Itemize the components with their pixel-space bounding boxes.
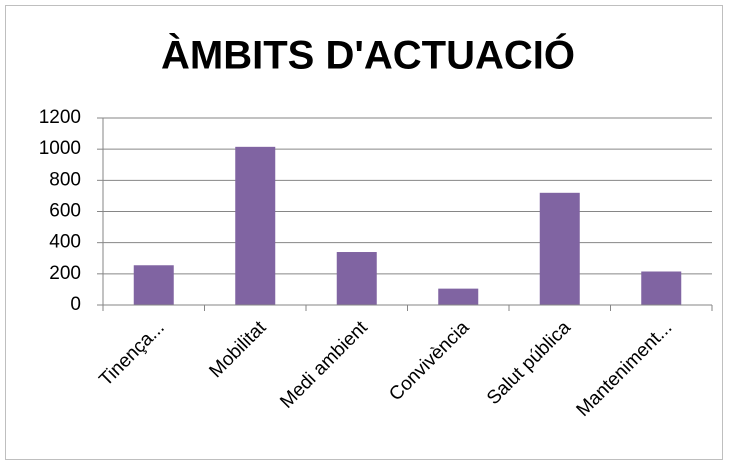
- y-tick-label: 200: [49, 263, 81, 284]
- chart-border: [5, 5, 723, 460]
- chart-title: ÀMBITS D'ACTUACIÓ: [161, 32, 575, 78]
- bar: [438, 288, 479, 305]
- y-tick-label: 1200: [39, 107, 81, 128]
- y-tick-label: 600: [49, 201, 81, 222]
- bar: [133, 265, 174, 305]
- bar: [641, 271, 682, 305]
- bar: [235, 146, 276, 305]
- bar: [336, 252, 377, 305]
- bar: [539, 192, 580, 305]
- y-tick-label: 800: [49, 169, 81, 190]
- y-tick-label: 1000: [39, 138, 81, 159]
- y-tick-label: 0: [70, 294, 81, 315]
- y-tick-label: 400: [49, 232, 81, 253]
